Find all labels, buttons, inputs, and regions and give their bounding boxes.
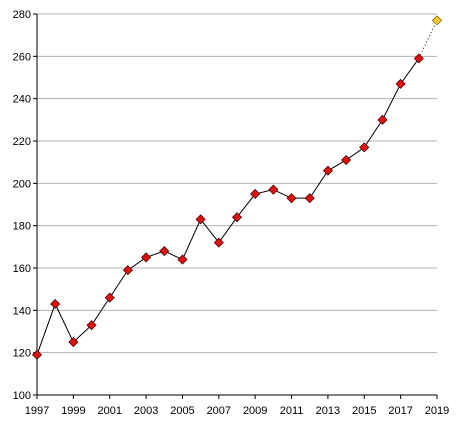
data-point-2011 (286, 193, 297, 204)
x-tick-label: 2003 (134, 405, 158, 417)
data-point-2012 (304, 193, 315, 204)
x-tick-label: 2001 (97, 405, 121, 417)
data-point-2000 (86, 320, 97, 331)
series-line (36, 58, 420, 355)
y-tick-label: 100 (13, 390, 31, 402)
data-point-2005 (177, 254, 188, 265)
data-point-2004 (159, 246, 170, 257)
x-tick-label: 2013 (316, 405, 340, 417)
data-point-2006 (195, 214, 206, 225)
data-point-2009 (250, 188, 261, 199)
x-tick-label: 2017 (388, 405, 412, 417)
y-tick-label: 200 (13, 178, 31, 190)
x-tick-label: 2015 (352, 405, 376, 417)
data-point-2016 (377, 114, 388, 125)
data-point-2014 (341, 154, 352, 166)
series-lines (36, 20, 438, 355)
x-tick-label: 1997 (25, 405, 49, 417)
data-point-1999 (68, 337, 79, 348)
x-tick-label: 2019 (425, 405, 449, 417)
data-point-2008 (231, 212, 243, 223)
data-point-2002 (122, 265, 133, 276)
data-point-2013 (322, 165, 333, 176)
y-tick-label: 140 (13, 305, 31, 317)
y-tick-label: 160 (13, 263, 31, 275)
data-point-2003 (141, 252, 152, 263)
projection-line (418, 20, 438, 59)
data-point-1997 (31, 349, 43, 360)
data-point-2007 (213, 237, 224, 248)
projection-point-2019 (431, 15, 443, 26)
y-tick-label: 260 (13, 51, 31, 63)
y-tick-label: 280 (13, 9, 31, 21)
x-tick-label: 2009 (243, 405, 267, 417)
x-tick-label: 2005 (170, 405, 194, 417)
axes (33, 13, 438, 399)
data-point-2018 (413, 53, 424, 64)
x-tick-label: 2007 (207, 405, 231, 417)
y-tick-label: 240 (13, 94, 31, 106)
x-tick-label: 2011 (280, 405, 304, 417)
y-tick-label: 180 (13, 221, 31, 233)
data-point-2001 (104, 292, 115, 303)
tick-labels: 100 120 140 160 180 200 220 240 260 280 1997 1999 20… (13, 9, 450, 417)
data-point-2017 (395, 78, 406, 89)
x-tick-label: 1999 (61, 405, 85, 417)
y-tick-label: 220 (13, 136, 31, 148)
data-point-2015 (359, 142, 370, 153)
data-point-2010 (268, 184, 279, 195)
series-markers (31, 15, 443, 360)
grid-lines (37, 13, 437, 354)
y-tick-label: 120 (13, 348, 31, 360)
data-point-1998 (50, 298, 61, 310)
